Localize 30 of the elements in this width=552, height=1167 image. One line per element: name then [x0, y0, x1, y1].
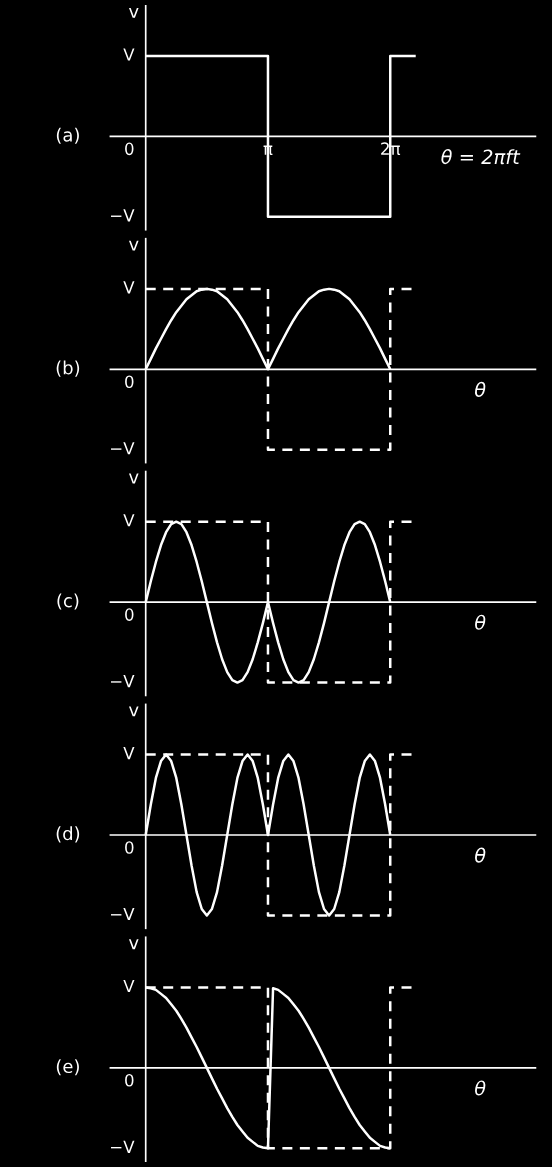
text: V: [123, 979, 135, 993]
text: V: [123, 514, 135, 527]
y-axis-title: v: [128, 706, 139, 717]
text: (a): [56, 127, 79, 144]
text: V: [123, 48, 135, 61]
text: −V: [110, 209, 135, 222]
text: (e): [56, 1059, 79, 1076]
x-axis-title: θ: [475, 1080, 486, 1096]
text: 0: [125, 142, 134, 156]
text: −V: [110, 907, 135, 921]
text: (b): [56, 360, 80, 377]
text: (d): [56, 826, 80, 843]
y-axis-title: v: [128, 240, 139, 251]
text: 0: [125, 375, 134, 389]
y-axis-title: v: [128, 7, 139, 18]
text: 0: [125, 841, 134, 854]
y-axis-title: v: [128, 939, 139, 950]
x-axis-title: θ: [475, 381, 486, 397]
text: V: [123, 281, 135, 294]
x-axis-title: θ = 2πft: [441, 148, 521, 165]
text: −V: [110, 675, 135, 688]
text: −V: [110, 1140, 135, 1153]
x-axis-title: θ: [475, 614, 486, 630]
text: −V: [110, 442, 135, 455]
text: 0: [125, 1073, 134, 1087]
y-axis-title: v: [128, 473, 139, 484]
text: 0: [125, 608, 134, 621]
text: (c): [57, 593, 79, 610]
text: V: [123, 747, 135, 760]
x-axis-title: θ: [475, 847, 486, 863]
